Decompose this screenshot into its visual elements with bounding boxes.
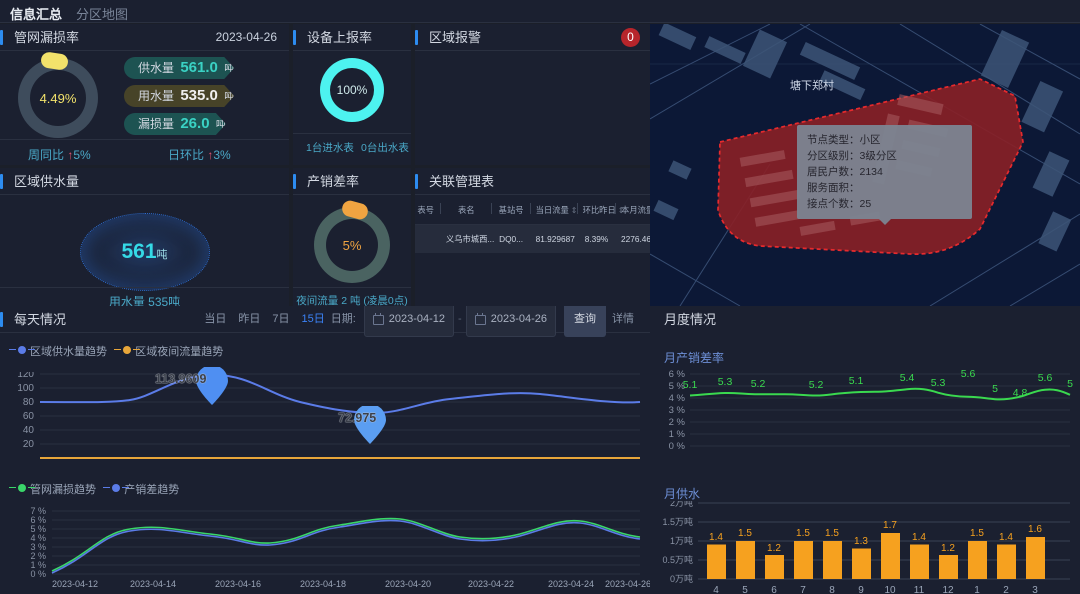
svg-text:5: 5 xyxy=(1067,378,1073,390)
svg-text:5.2: 5.2 xyxy=(809,379,824,391)
svg-text:2万吨: 2万吨 xyxy=(670,501,693,508)
svg-text:8: 8 xyxy=(829,585,835,594)
svg-text:40: 40 xyxy=(23,425,35,436)
svg-text:1.4: 1.4 xyxy=(709,532,723,543)
svg-text:5.6: 5.6 xyxy=(1038,372,1053,384)
svg-text:1.4: 1.4 xyxy=(912,532,926,543)
svg-text:9: 9 xyxy=(858,585,864,594)
svg-text:3: 3 xyxy=(1032,585,1038,594)
svg-text:1.3: 1.3 xyxy=(854,536,868,547)
svg-text:1.5: 1.5 xyxy=(796,528,810,539)
svg-text:2023-04-16: 2023-04-16 xyxy=(215,579,261,589)
svg-text:1.5: 1.5 xyxy=(970,528,984,539)
svg-text:1 %: 1 % xyxy=(669,429,686,440)
svg-text:120: 120 xyxy=(17,372,34,380)
svg-text:2023-04-18: 2023-04-18 xyxy=(300,579,346,589)
svg-text:5.3: 5.3 xyxy=(931,377,946,389)
svg-text:6: 6 xyxy=(771,585,777,594)
svg-text:0 %: 0 % xyxy=(30,569,46,579)
svg-text:塘下郑村: 塘下郑村 xyxy=(790,78,834,92)
svg-text:5.3: 5.3 xyxy=(718,376,733,388)
svg-text:5: 5 xyxy=(742,585,748,594)
svg-text:4.8: 4.8 xyxy=(1013,387,1028,399)
svg-text:1万吨: 1万吨 xyxy=(670,535,693,546)
svg-text:2: 2 xyxy=(1003,585,1009,594)
svg-text:100: 100 xyxy=(17,383,34,394)
svg-text:1.4: 1.4 xyxy=(999,532,1013,543)
svg-text:2023-04-14: 2023-04-14 xyxy=(130,579,176,589)
svg-text:3 %: 3 % xyxy=(669,405,686,416)
svg-text:0 %: 0 % xyxy=(669,441,686,452)
svg-text:5.4: 5.4 xyxy=(900,372,915,384)
svg-text:5.2: 5.2 xyxy=(751,378,766,390)
svg-text:1.2: 1.2 xyxy=(941,543,955,554)
svg-text:4 %: 4 % xyxy=(669,393,686,404)
svg-text:1.5: 1.5 xyxy=(825,528,839,539)
svg-text:0万吨: 0万吨 xyxy=(670,573,693,584)
svg-text:5.1: 5.1 xyxy=(683,379,698,391)
svg-text:5.6: 5.6 xyxy=(961,369,976,380)
svg-text:1.2: 1.2 xyxy=(767,543,781,554)
svg-text:2023-04-20: 2023-04-20 xyxy=(385,579,431,589)
svg-text:1.7: 1.7 xyxy=(883,520,897,531)
svg-text:5.1: 5.1 xyxy=(849,375,864,387)
svg-text:2 %: 2 % xyxy=(669,417,686,428)
svg-text:60: 60 xyxy=(23,411,35,422)
svg-text:2023-04-24: 2023-04-24 xyxy=(548,579,594,589)
svg-text:1.6: 1.6 xyxy=(1028,524,1042,535)
svg-text:80: 80 xyxy=(23,397,35,408)
svg-text:10: 10 xyxy=(884,585,896,594)
svg-text:0.5万吨: 0.5万吨 xyxy=(662,554,693,565)
svg-text:7: 7 xyxy=(800,585,806,594)
svg-text:11: 11 xyxy=(914,585,925,594)
svg-text:20: 20 xyxy=(23,439,35,450)
svg-text:12: 12 xyxy=(942,585,954,594)
svg-text:1.5: 1.5 xyxy=(738,528,752,539)
svg-text:1.5万吨: 1.5万吨 xyxy=(662,516,693,527)
svg-text:1: 1 xyxy=(974,585,980,594)
svg-text:2023-04-22: 2023-04-22 xyxy=(468,579,514,589)
svg-text:2023-04-12: 2023-04-12 xyxy=(52,579,98,589)
svg-text:5: 5 xyxy=(992,383,998,395)
svg-text:2023-04-26: 2023-04-26 xyxy=(605,579,650,589)
svg-text:4: 4 xyxy=(713,585,719,594)
